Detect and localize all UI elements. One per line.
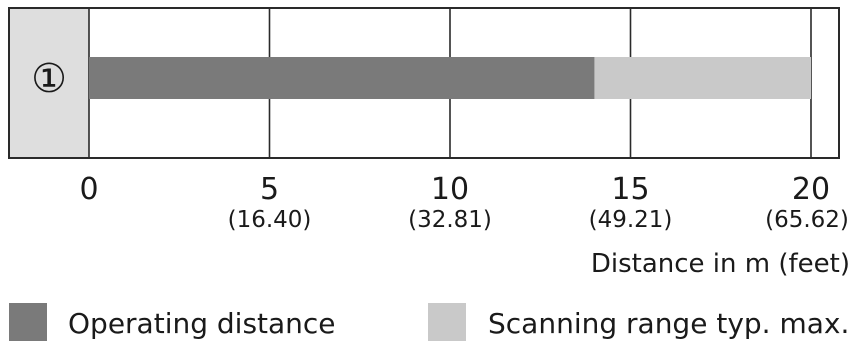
x-tick-label: 10 [431, 172, 469, 207]
row-label: ① [31, 56, 67, 102]
plot-frame [8, 7, 840, 159]
x-tick-sublabel: (16.40) [228, 207, 312, 233]
x-tick-sublabel: (65.62) [765, 207, 849, 233]
legend-label-operating: Operating distance [68, 307, 336, 340]
legend-swatch-operating [9, 303, 47, 341]
x-tick-sublabel: (32.81) [408, 207, 492, 233]
x-tick-sublabel: (49.21) [589, 207, 673, 233]
x-tick-label: 0 [79, 172, 98, 207]
plot-area: ① [8, 7, 840, 159]
row-label-cell [9, 8, 89, 158]
x-axis-label: Distance in m (feet) [591, 249, 850, 279]
legend-label-scanning: Scanning range typ. max. [488, 307, 849, 340]
x-tick-label: 20 [792, 172, 830, 207]
legend: Operating distance Scanning range typ. ma… [9, 303, 849, 341]
bar-operating-distance [89, 57, 595, 99]
legend-swatch-scanning [428, 303, 466, 341]
x-tick-label: 5 [260, 172, 279, 207]
x-tick-label: 15 [611, 172, 649, 207]
x-axis-ticks: 0 5(16.40) 10(32.81) 15(49.21) 20(65.62) [79, 172, 848, 233]
